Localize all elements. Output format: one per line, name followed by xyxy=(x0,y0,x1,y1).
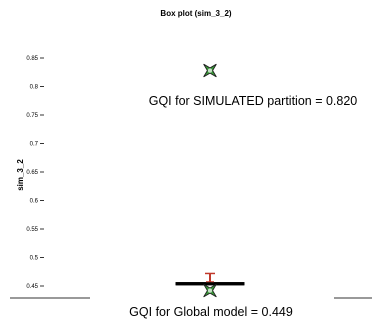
annotation-simulated-gqi: GQI for SIMULATED partition = 0.820 xyxy=(149,94,358,108)
y-axis-ticks: 0.45 0.5 0.55 0.6 0.65 0.7 0.75 0.8 0.85 xyxy=(26,56,44,290)
y-tick-label: 0.45 xyxy=(26,284,38,290)
y-tick-label: 0.65 xyxy=(26,170,38,176)
marker-highlight xyxy=(207,68,213,73)
y-tick-label: 0.7 xyxy=(30,142,39,148)
y-tick-label: 0.6 xyxy=(30,199,39,205)
y-tick-label: 0.85 xyxy=(26,56,38,62)
point-markers xyxy=(203,63,217,298)
y-tick-label: 0.8 xyxy=(30,85,39,91)
y-tick-label: 0.75 xyxy=(26,113,38,119)
y-tick-label: 0.5 xyxy=(30,256,39,262)
chart-title: Box plot (sim_3_2) xyxy=(160,9,231,18)
box-element xyxy=(175,272,245,286)
annotation-global-gqi: GQI for Global model = 0.449 xyxy=(129,305,293,319)
marker-highlight xyxy=(207,288,213,293)
y-tick-label: 0.55 xyxy=(26,227,38,233)
y-axis-label: sim_3_2 xyxy=(16,159,25,191)
